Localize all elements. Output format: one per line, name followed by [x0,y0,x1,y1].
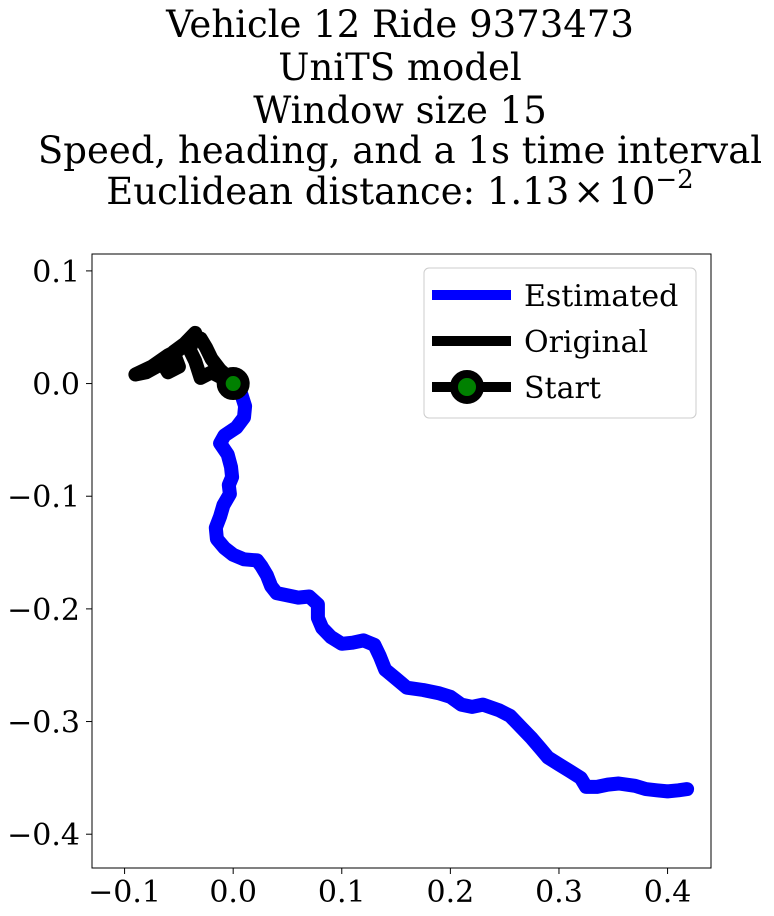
series-line-estimated [208,376,695,799]
x-axis: −0.1 0.0 0.1 0.2 0.3 0.4 [88,868,691,910]
metric-prefix: Euclidean distance: [106,170,487,213]
legend-box [423,267,697,419]
x-tick-label: 0.4 [644,875,692,910]
title-line-2: UniTS model [278,46,521,89]
metric-exponent: −2 [655,165,693,195]
legend: Estimated Original Start [423,267,697,419]
x-tick-label: 0.1 [318,875,366,910]
series-line-original [128,325,241,391]
plot-area: −0.1 0.0 0.1 0.2 0.3 0.4 0.1 0.0 −0.1 −0.2 −0.3 −0… [7,253,712,910]
title-line-1: Vehicle 12 Ride 9373473 [165,3,634,46]
y-tick-label: 0.1 [32,255,80,290]
chart-title: Vehicle 12 Ride 9373473 UniTS model Wind… [38,3,762,213]
title-line-4: Speed, heading, and a 1s time interval [38,129,762,172]
y-tick-label: −0.2 [7,593,80,628]
y-tick-label: 0.0 [32,368,80,403]
x-tick-label: −0.1 [88,875,161,910]
series-layer [128,325,695,799]
metric-base: 10 [608,170,655,213]
metric-mantissa: 1.13 [487,170,569,213]
title-line-5: Euclidean distance: 1.13 × 10−2 [106,165,693,213]
plot-frame [91,253,712,869]
start-marker-layer [216,367,250,401]
legend-estimated-label: Estimated [524,279,678,314]
y-tick-label: −0.1 [7,480,80,515]
x-tick-label: 0.0 [209,875,257,910]
metric-times: × [573,170,604,213]
legend-start-label: Start [524,371,601,406]
y-tick-label: −0.4 [7,818,80,853]
start-marker [216,367,250,401]
y-axis: 0.1 0.0 −0.1 −0.2 −0.3 −0.4 [7,255,92,853]
y-tick-label: −0.3 [7,706,80,741]
title-line-3: Window size 15 [253,89,547,132]
x-tick-label: 0.3 [535,875,583,910]
legend-original-label: Original [524,325,648,360]
legend-start-marker [450,370,484,404]
x-tick-label: 0.2 [427,875,475,910]
